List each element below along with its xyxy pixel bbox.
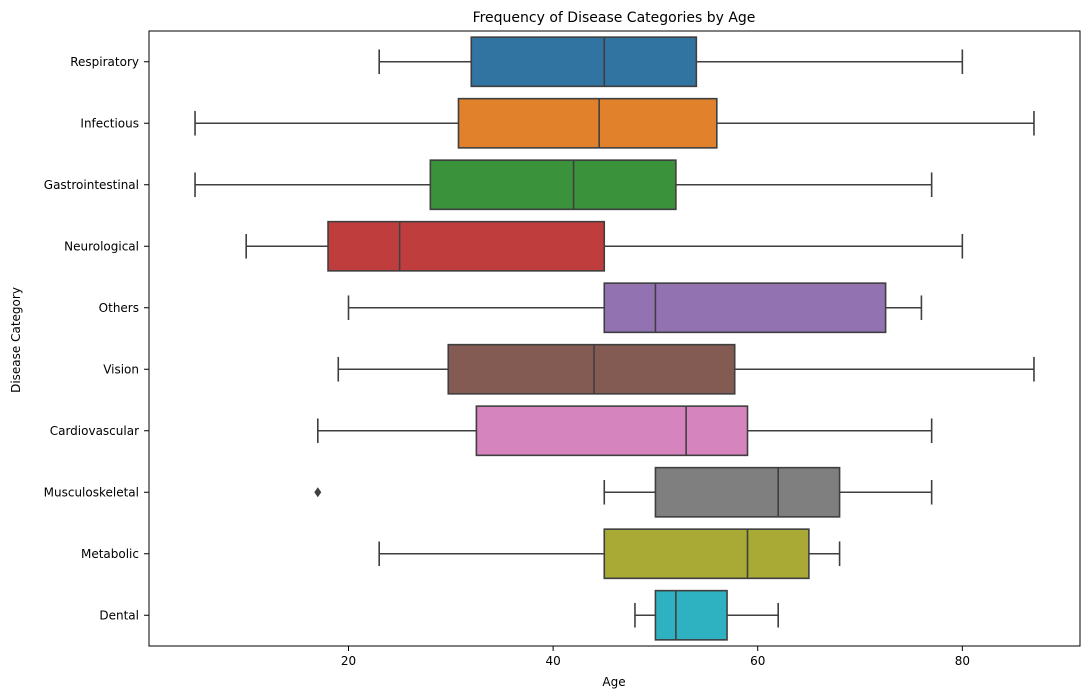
- y-tick-label: Musculoskeletal: [44, 485, 139, 499]
- box: [327, 220, 606, 272]
- box: [470, 36, 698, 88]
- x-tick-label: 80: [955, 654, 970, 668]
- y-tick-label: Infectious: [80, 116, 139, 130]
- x-tick-label: 20: [341, 654, 356, 668]
- x-axis-label: Age: [602, 675, 625, 689]
- box: [603, 282, 887, 334]
- box: [654, 466, 841, 518]
- plot-area: Respiratory Infectious Gastrointestinal Neu…: [44, 36, 1035, 668]
- y-tick-label: Respiratory: [70, 55, 139, 69]
- box: [457, 97, 718, 149]
- box: [603, 528, 810, 580]
- y-tick-label: Gastrointestinal: [44, 178, 139, 192]
- y-tick-label: Vision: [103, 362, 139, 376]
- box: [654, 589, 728, 641]
- y-tick-label: Neurological: [64, 239, 139, 253]
- x-tick-label: 40: [545, 654, 560, 668]
- x-tick-label: 60: [750, 654, 765, 668]
- y-tick-label: Cardiovascular: [50, 424, 139, 438]
- chart-title: Frequency of Disease Categories by Age: [473, 10, 756, 26]
- y-tick-label: Others: [99, 301, 139, 315]
- box: [429, 159, 677, 211]
- y-tick-label: Metabolic: [81, 547, 139, 561]
- axes-frame: [148, 30, 1081, 647]
- y-axis-label: Disease Category: [9, 287, 23, 393]
- box: [475, 405, 749, 457]
- y-tick-label: Dental: [99, 608, 139, 622]
- outlier-point: [314, 487, 322, 498]
- box: [447, 343, 736, 395]
